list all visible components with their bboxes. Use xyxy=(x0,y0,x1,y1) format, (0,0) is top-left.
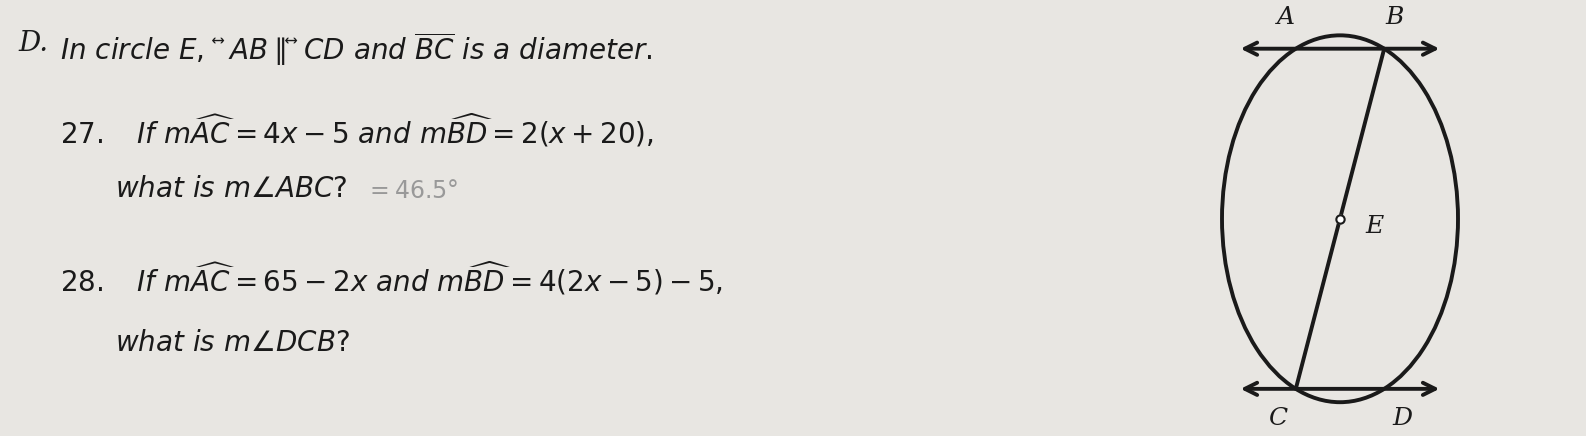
Text: A: A xyxy=(1277,6,1294,29)
Text: $= 46.5°$: $= 46.5°$ xyxy=(365,180,458,203)
Text: $\mathit{what\ is\ m}\angle\mathit{DCB?}$: $\mathit{what\ is\ m}\angle\mathit{DCB?}… xyxy=(116,330,351,357)
Text: E: E xyxy=(1366,215,1383,238)
Text: $\mathit{27.\ \ \ If\ m}$$\widehat{AC}$$\mathit{= 4x - 5\ and\ m}$$\widehat{BD}$: $\mathit{27.\ \ \ If\ m}$$\widehat{AC}$$… xyxy=(60,112,653,149)
Text: $\mathit{what\ is\ m}\angle\mathit{ABC?}$: $\mathit{what\ is\ m}\angle\mathit{ABC?}… xyxy=(116,176,347,203)
Text: B: B xyxy=(1385,6,1404,29)
Text: C: C xyxy=(1269,407,1288,430)
Text: $\mathit{28.\ \ \ If\ m}$$\widehat{AC}$$\mathit{= 65 - 2x\ and\ m}$$\widehat{BD}: $\mathit{28.\ \ \ If\ m}$$\widehat{AC}$$… xyxy=(60,260,723,298)
Text: $\it{In\ circle\ E,\ }$$\overleftrightarrow{AB}$$\it{\parallel}$$\overleftrighta: $\it{In\ circle\ E,\ }$$\overleftrightar… xyxy=(60,31,652,68)
Text: D: D xyxy=(1393,407,1412,430)
Text: D.: D. xyxy=(17,31,48,58)
